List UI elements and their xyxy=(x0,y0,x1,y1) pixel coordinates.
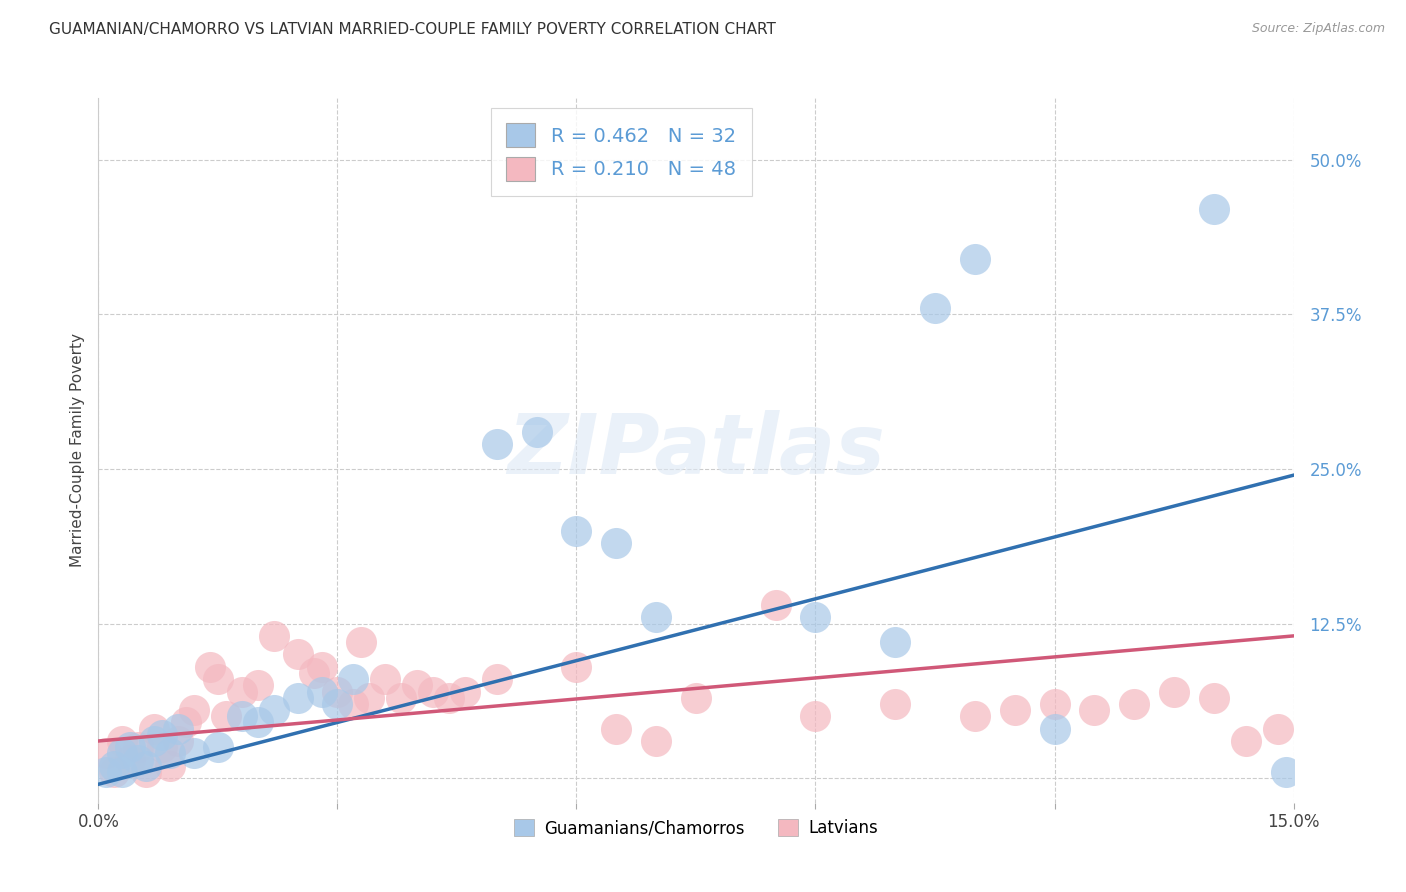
Point xyxy=(1163,684,1185,698)
Point xyxy=(1202,690,1225,705)
Point xyxy=(183,747,205,761)
Point xyxy=(326,684,349,698)
Point xyxy=(231,684,253,698)
Point xyxy=(120,740,142,755)
Point xyxy=(765,598,787,612)
Point xyxy=(120,752,142,766)
Point xyxy=(103,758,125,772)
Point xyxy=(1123,697,1146,711)
Point xyxy=(263,629,285,643)
Point xyxy=(1043,722,1066,736)
Point xyxy=(1274,764,1296,779)
Point xyxy=(167,734,190,748)
Point xyxy=(174,715,197,730)
Text: ZIPatlas: ZIPatlas xyxy=(508,410,884,491)
Point xyxy=(103,764,125,779)
Point xyxy=(389,690,412,705)
Point xyxy=(437,690,460,705)
Point xyxy=(359,690,381,705)
Point xyxy=(963,709,986,723)
Point xyxy=(246,678,269,692)
Point xyxy=(342,697,364,711)
Point xyxy=(150,728,173,742)
Point xyxy=(884,697,907,711)
Legend: Guamanians/Chamorros, Latvians: Guamanians/Chamorros, Latvians xyxy=(508,813,884,844)
Point xyxy=(685,690,707,705)
Point xyxy=(207,672,229,686)
Point xyxy=(287,690,309,705)
Point xyxy=(454,684,477,698)
Point xyxy=(526,425,548,439)
Point xyxy=(1234,734,1257,748)
Point xyxy=(96,764,118,779)
Point xyxy=(135,764,157,779)
Point xyxy=(1202,202,1225,217)
Y-axis label: Married-Couple Family Poverty: Married-Couple Family Poverty xyxy=(69,334,84,567)
Point xyxy=(1083,703,1105,717)
Text: Source: ZipAtlas.com: Source: ZipAtlas.com xyxy=(1251,22,1385,36)
Point xyxy=(127,752,149,766)
Point xyxy=(215,709,238,723)
Point xyxy=(1267,722,1289,736)
Point xyxy=(406,678,429,692)
Point xyxy=(111,747,134,761)
Point xyxy=(311,684,333,698)
Point xyxy=(645,610,668,624)
Point xyxy=(804,709,827,723)
Point xyxy=(143,734,166,748)
Point xyxy=(374,672,396,686)
Point xyxy=(150,740,173,755)
Point xyxy=(963,252,986,266)
Point xyxy=(135,758,157,772)
Point xyxy=(302,665,325,680)
Point xyxy=(111,764,134,779)
Point xyxy=(231,709,253,723)
Point xyxy=(565,524,588,538)
Point xyxy=(111,734,134,748)
Point xyxy=(1004,703,1026,717)
Point xyxy=(159,747,181,761)
Point xyxy=(246,715,269,730)
Point xyxy=(924,301,946,316)
Point xyxy=(804,610,827,624)
Point xyxy=(422,684,444,698)
Point xyxy=(485,437,508,451)
Point xyxy=(605,536,627,550)
Point xyxy=(326,697,349,711)
Point xyxy=(605,722,627,736)
Point xyxy=(183,703,205,717)
Point xyxy=(198,660,221,674)
Point xyxy=(1043,697,1066,711)
Text: GUAMANIAN/CHAMORRO VS LATVIAN MARRIED-COUPLE FAMILY POVERTY CORRELATION CHART: GUAMANIAN/CHAMORRO VS LATVIAN MARRIED-CO… xyxy=(49,22,776,37)
Point xyxy=(127,740,149,755)
Point xyxy=(350,635,373,649)
Point xyxy=(143,722,166,736)
Point xyxy=(207,740,229,755)
Point xyxy=(167,722,190,736)
Point xyxy=(96,747,118,761)
Point xyxy=(263,703,285,717)
Point xyxy=(884,635,907,649)
Point xyxy=(287,648,309,662)
Point xyxy=(485,672,508,686)
Point xyxy=(565,660,588,674)
Point xyxy=(159,758,181,772)
Point xyxy=(342,672,364,686)
Point xyxy=(311,660,333,674)
Point xyxy=(645,734,668,748)
